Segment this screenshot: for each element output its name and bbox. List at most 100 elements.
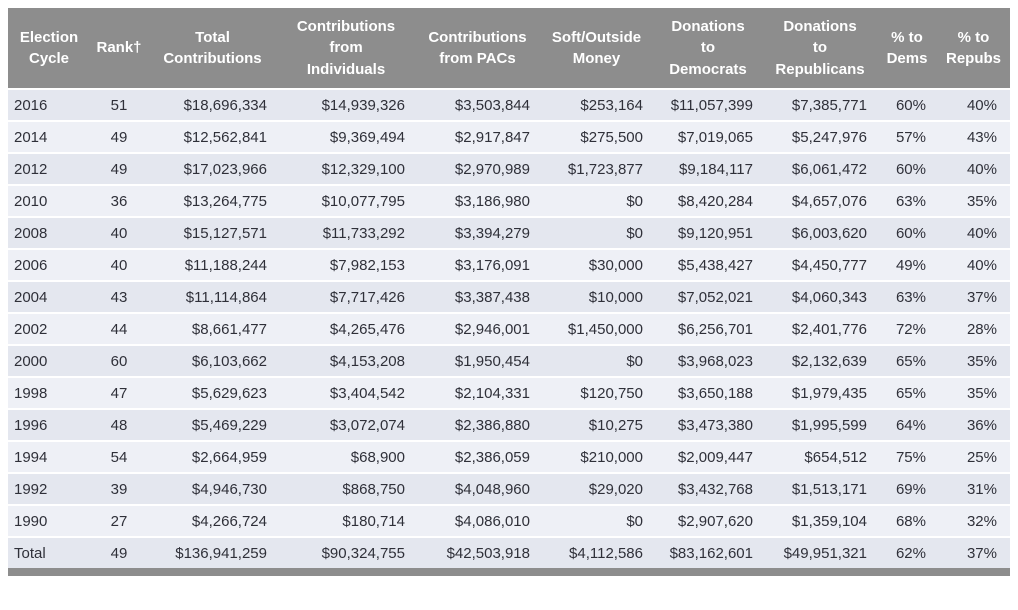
- table-row: 2002 44 $8,661,477 $4,265,476 $2,946,001 $1,4…: [8, 312, 1010, 344]
- column-header-pct-repubs: % to Repubs: [937, 8, 1010, 88]
- cell-pct-repubs: 40%: [937, 216, 1010, 248]
- cell-pct-repubs: 32%: [937, 504, 1010, 536]
- cell-pct-repubs: 35%: [937, 376, 1010, 408]
- cell-total-contributions: $4,946,730: [148, 472, 277, 504]
- cell-contributions-pacs: $2,917,847: [415, 120, 540, 152]
- cell-pct-repubs: 35%: [937, 184, 1010, 216]
- cell-soft-outside-money: $0: [540, 216, 653, 248]
- cell-pct-dems: 65%: [877, 344, 937, 376]
- cell-election-cycle: 2008: [8, 216, 90, 248]
- cell-pct-repubs: 31%: [937, 472, 1010, 504]
- cell-contributions-individuals: $180,714: [277, 504, 415, 536]
- table-row: 2016 51 $18,696,334 $14,939,326 $3,503,844 $2…: [8, 88, 1010, 120]
- table-row: 2008 40 $15,127,571 $11,733,292 $3,394,279 $0…: [8, 216, 1010, 248]
- column-header-contributions-individuals: Contributions from Individuals: [277, 8, 415, 88]
- table-bottom-bar: [8, 568, 1010, 576]
- column-header-total-contributions: Total Contributions: [148, 8, 277, 88]
- cell-pct-dems: 63%: [877, 184, 937, 216]
- cell-contributions-individuals: $868,750: [277, 472, 415, 504]
- cell-donations-republicans: $654,512: [763, 440, 877, 472]
- column-header-election-cycle: Election Cycle: [8, 8, 90, 88]
- cell-donations-republicans: $4,657,076: [763, 184, 877, 216]
- cell-donations-republicans: $6,061,472: [763, 152, 877, 184]
- table-row: 2014 49 $12,562,841 $9,369,494 $2,917,847 $27…: [8, 120, 1010, 152]
- cell-donations-republicans: $1,995,599: [763, 408, 877, 440]
- cell-total-contributions: $5,469,229: [148, 408, 277, 440]
- cell-donations-republicans: $4,060,343: [763, 280, 877, 312]
- cell-pct-dems: 69%: [877, 472, 937, 504]
- cell-election-cycle: 2002: [8, 312, 90, 344]
- cell-donations-democrats: $83,162,601: [653, 536, 763, 568]
- cell-pct-repubs: 40%: [937, 248, 1010, 280]
- cell-soft-outside-money: $30,000: [540, 248, 653, 280]
- table-header: Election Cycle Rank† Total Contributions Co…: [8, 8, 1010, 88]
- cell-rank: 47: [90, 376, 148, 408]
- cell-soft-outside-money: $4,112,586: [540, 536, 653, 568]
- cell-contributions-pacs: $2,946,001: [415, 312, 540, 344]
- cell-contributions-pacs: $3,186,980: [415, 184, 540, 216]
- cell-contributions-individuals: $9,369,494: [277, 120, 415, 152]
- header-row: Election Cycle Rank† Total Contributions Co…: [8, 8, 1010, 88]
- cell-donations-democrats: $6,256,701: [653, 312, 763, 344]
- cell-rank: 36: [90, 184, 148, 216]
- cell-contributions-individuals: $10,077,795: [277, 184, 415, 216]
- cell-soft-outside-money: $120,750: [540, 376, 653, 408]
- cell-soft-outside-money: $29,020: [540, 472, 653, 504]
- cell-contributions-individuals: $3,072,074: [277, 408, 415, 440]
- cell-donations-democrats: $3,473,380: [653, 408, 763, 440]
- cell-election-cycle: 2006: [8, 248, 90, 280]
- table-row: 2004 43 $11,114,864 $7,717,426 $3,387,438 $10…: [8, 280, 1010, 312]
- cell-contributions-individuals: $14,939,326: [277, 88, 415, 120]
- cell-donations-democrats: $3,968,023: [653, 344, 763, 376]
- cell-contributions-individuals: $4,153,208: [277, 344, 415, 376]
- table-body: 2016 51 $18,696,334 $14,939,326 $3,503,844 $2…: [8, 88, 1010, 568]
- cell-donations-republicans: $2,132,639: [763, 344, 877, 376]
- cell-pct-dems: 60%: [877, 216, 937, 248]
- cell-soft-outside-money: $10,275: [540, 408, 653, 440]
- cell-contributions-pacs: $2,386,880: [415, 408, 540, 440]
- cell-donations-republicans: $49,951,321: [763, 536, 877, 568]
- cell-pct-dems: 65%: [877, 376, 937, 408]
- cell-rank: 49: [90, 120, 148, 152]
- table-row: 1990 27 $4,266,724 $180,714 $4,086,010 $0 $2,9…: [8, 504, 1010, 536]
- cell-donations-democrats: $3,650,188: [653, 376, 763, 408]
- cell-contributions-pacs: $4,048,960: [415, 472, 540, 504]
- cell-pct-dems: 68%: [877, 504, 937, 536]
- cell-contributions-individuals: $4,265,476: [277, 312, 415, 344]
- cell-pct-dems: 75%: [877, 440, 937, 472]
- cell-pct-repubs: 37%: [937, 536, 1010, 568]
- cell-rank: 39: [90, 472, 148, 504]
- cell-contributions-pacs: $3,503,844: [415, 88, 540, 120]
- cell-donations-democrats: $9,120,951: [653, 216, 763, 248]
- cell-donations-democrats: $11,057,399: [653, 88, 763, 120]
- cell-contributions-pacs: $3,387,438: [415, 280, 540, 312]
- column-header-soft-outside-money: Soft/Outside Money: [540, 8, 653, 88]
- cell-total-contributions: $18,696,334: [148, 88, 277, 120]
- cell-total-contributions: $11,188,244: [148, 248, 277, 280]
- cell-rank: 40: [90, 216, 148, 248]
- cell-soft-outside-money: $0: [540, 344, 653, 376]
- table-row: 1998 47 $5,629,623 $3,404,542 $2,104,331 $120…: [8, 376, 1010, 408]
- cell-election-cycle: 1996: [8, 408, 90, 440]
- cell-contributions-pacs: $2,104,331: [415, 376, 540, 408]
- column-header-donations-democrats: Donations to Democrats: [653, 8, 763, 88]
- cell-election-cycle: 2016: [8, 88, 90, 120]
- column-header-contributions-pacs: Contributions from PACs: [415, 8, 540, 88]
- cell-election-cycle: 1990: [8, 504, 90, 536]
- cell-pct-dems: 49%: [877, 248, 937, 280]
- cell-soft-outside-money: $210,000: [540, 440, 653, 472]
- column-header-pct-dems: % to Dems: [877, 8, 937, 88]
- cell-rank: 51: [90, 88, 148, 120]
- cell-pct-dems: 57%: [877, 120, 937, 152]
- cell-pct-repubs: 43%: [937, 120, 1010, 152]
- cell-total-contributions: $8,661,477: [148, 312, 277, 344]
- table-row: 1994 54 $2,664,959 $68,900 $2,386,059 $210,00…: [8, 440, 1010, 472]
- cell-rank: 40: [90, 248, 148, 280]
- cell-contributions-pacs: $4,086,010: [415, 504, 540, 536]
- table-row: 2000 60 $6,103,662 $4,153,208 $1,950,454 $0 $3…: [8, 344, 1010, 376]
- cell-rank: 60: [90, 344, 148, 376]
- cell-contributions-individuals: $12,329,100: [277, 152, 415, 184]
- cell-rank: 49: [90, 536, 148, 568]
- cell-donations-republicans: $5,247,976: [763, 120, 877, 152]
- cell-election-cycle: 2000: [8, 344, 90, 376]
